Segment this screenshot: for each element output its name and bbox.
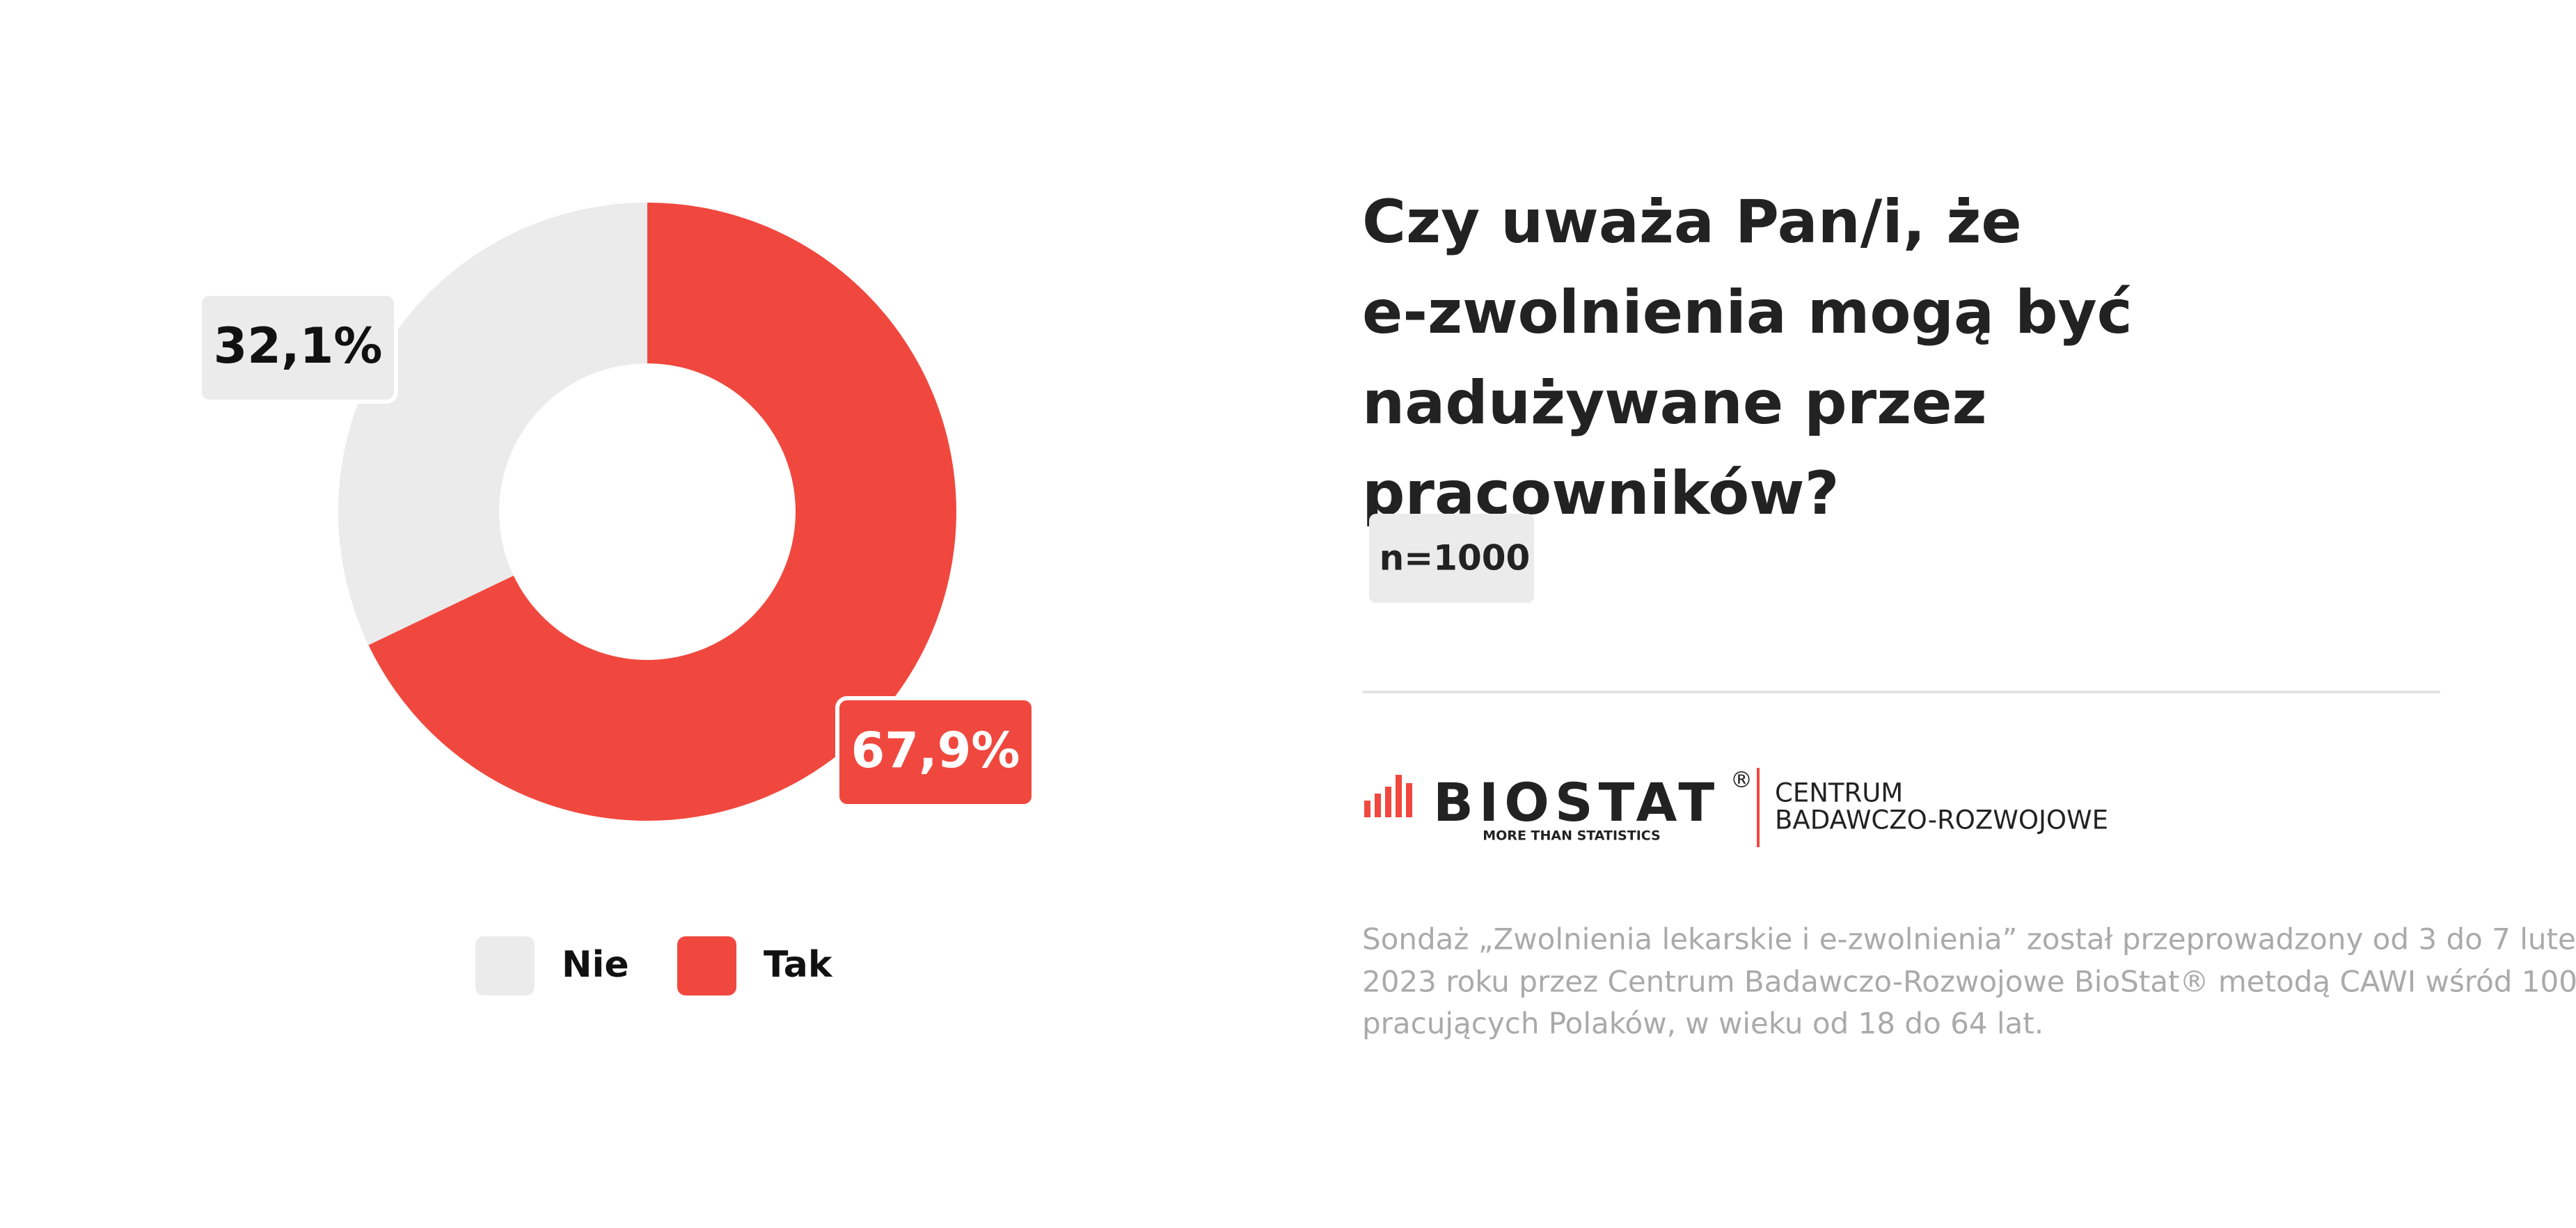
footnote: 2023 roku przez Centrum Badawczo-Rozwojo… [1362, 965, 2576, 999]
value-label: 32,1% [214, 317, 383, 375]
legend-swatch [475, 936, 535, 995]
legend-swatch [677, 936, 736, 995]
value-label-box [835, 696, 1036, 808]
footnote: Sondaż „Zwolnienia lekarskie i e-zwolnie… [1362, 922, 2576, 957]
logo-tagline: MORE THAN STATISTICS [1483, 828, 1661, 844]
logo-name: BIOSTAT [1433, 771, 1720, 833]
logo-unit: CENTRUM [1775, 778, 1903, 808]
sample-box [1369, 514, 1534, 603]
logo-unit: BADAWCZO-ROZWOJOWE [1775, 805, 2108, 835]
value-label-box [198, 292, 398, 404]
logo-icon [1364, 775, 1412, 817]
logo-mark: ® [1730, 766, 1753, 793]
legend-label: Nie [562, 944, 629, 986]
donut-chart: 32,1% 67,9% Nie Tak [198, 202, 1036, 995]
donut-slice [368, 203, 957, 821]
sample-size: n=1000 [1380, 538, 1531, 578]
value-label: 67,9% [851, 722, 1020, 779]
donut-slice [338, 202, 647, 645]
footnote: pracujących Polaków, w wieku od 18 do 64… [1362, 1007, 2044, 1041]
legend-label: Tak [764, 944, 833, 986]
